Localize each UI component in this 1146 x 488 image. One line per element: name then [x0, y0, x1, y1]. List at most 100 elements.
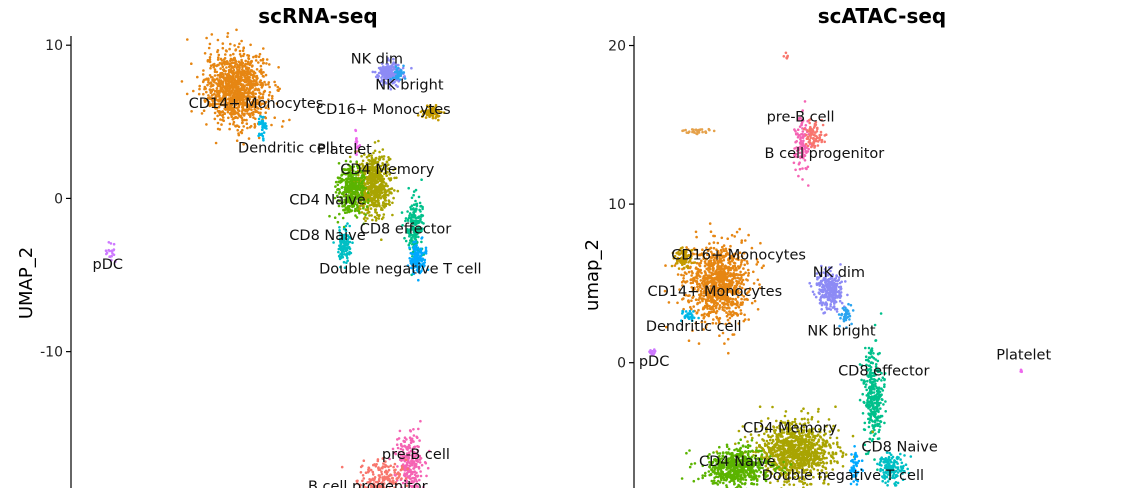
cell-point	[376, 197, 380, 200]
cell-point	[360, 180, 364, 183]
cell-point	[437, 108, 440, 112]
cell-point	[815, 139, 818, 143]
cell-point	[382, 167, 385, 171]
cell-point	[682, 274, 686, 277]
cell-point	[354, 179, 357, 182]
cell-point	[381, 195, 385, 198]
cell-point	[739, 309, 743, 312]
cell-point	[370, 168, 374, 172]
cell-point	[372, 151, 375, 155]
cell-point	[406, 229, 410, 232]
cell-point	[384, 82, 388, 85]
cell-point	[405, 463, 409, 467]
cell-point	[202, 109, 206, 112]
cell-point	[728, 306, 731, 310]
cell-point	[384, 470, 387, 474]
cell-point	[216, 99, 219, 102]
cell-point	[747, 268, 750, 272]
cell-point	[703, 264, 707, 268]
cell-point	[369, 207, 373, 210]
cell-point	[740, 276, 743, 280]
cell-point	[349, 182, 353, 185]
cell-point	[336, 194, 339, 198]
cell-point	[259, 103, 263, 107]
cluster-unlabeled-cluster	[681, 127, 716, 136]
cell-point	[714, 306, 718, 310]
cell-point	[813, 293, 816, 296]
cell-point	[747, 233, 750, 237]
cell-point	[709, 274, 713, 278]
cell-point	[364, 186, 368, 190]
cell-point	[366, 191, 370, 194]
cell-point	[723, 306, 726, 309]
cell-point	[372, 191, 375, 194]
cell-point	[222, 116, 225, 119]
cell-point	[414, 199, 417, 203]
cell-point	[212, 78, 216, 81]
cell-point	[225, 49, 228, 53]
cell-point	[237, 105, 240, 108]
cell-point	[378, 192, 382, 196]
cell-point	[216, 121, 220, 125]
cell-point	[338, 212, 341, 216]
cell-point	[263, 80, 266, 84]
cell-point	[355, 160, 359, 163]
cell-point	[430, 113, 433, 117]
cell-point	[380, 472, 384, 476]
cell-point	[385, 174, 389, 177]
cell-point	[414, 188, 418, 192]
cell-point	[435, 112, 438, 115]
cell-point	[340, 177, 344, 181]
cell-point	[424, 252, 428, 255]
cell-point	[786, 54, 789, 58]
cell-point	[223, 103, 226, 106]
cell-point	[213, 70, 217, 73]
cell-point	[340, 245, 343, 248]
cluster-cd14plus-monocytes	[180, 28, 291, 146]
cell-point	[415, 203, 418, 206]
cell-point	[825, 306, 828, 309]
cell-point	[236, 64, 239, 68]
cell-point	[276, 89, 280, 92]
cell-point	[721, 308, 725, 311]
cell-point	[408, 228, 412, 231]
cell-point	[377, 157, 381, 161]
cell-point	[387, 167, 390, 170]
cell-point	[368, 162, 371, 165]
cell-point	[248, 82, 252, 86]
cell-point	[248, 97, 252, 101]
cell-point	[208, 74, 212, 77]
cell-point	[719, 271, 722, 274]
cell-point	[276, 85, 280, 89]
cell-point	[355, 142, 358, 145]
cell-point	[340, 174, 343, 177]
cell-point	[412, 245, 416, 249]
cell-point	[747, 318, 750, 321]
cell-point	[380, 217, 384, 221]
cell-point	[262, 90, 266, 94]
cell-point	[267, 83, 270, 86]
cell-point	[737, 305, 740, 309]
cell-point	[736, 301, 739, 305]
cell-point	[340, 196, 344, 199]
cell-point	[236, 128, 239, 132]
cell-point	[365, 161, 369, 165]
cell-point	[253, 95, 257, 99]
cell-point	[731, 267, 735, 270]
cell-point	[373, 141, 377, 144]
cell-point	[733, 274, 736, 278]
cell-point	[670, 264, 674, 268]
cell-point	[228, 70, 231, 73]
cell-point	[393, 471, 397, 474]
cell-point	[254, 92, 257, 96]
cell-point	[375, 191, 379, 194]
cell-point	[809, 131, 812, 134]
cell-point	[346, 222, 349, 225]
cell-point	[704, 305, 707, 309]
cell-point	[238, 42, 241, 46]
cell-point	[267, 81, 271, 84]
cell-point	[360, 167, 363, 170]
cell-point	[721, 270, 725, 274]
cell-point	[236, 72, 239, 76]
cell-point	[202, 92, 205, 96]
